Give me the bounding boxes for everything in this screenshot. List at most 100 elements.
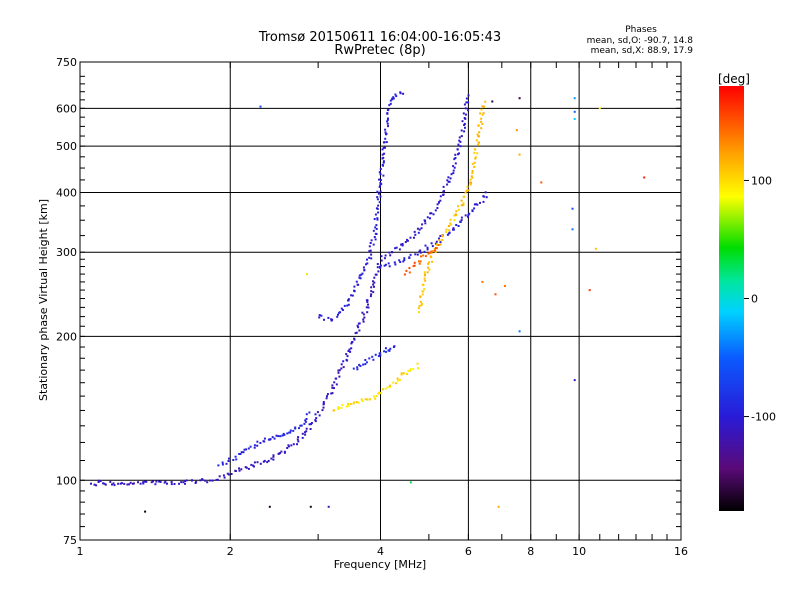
data-point xyxy=(375,395,378,398)
data-point xyxy=(232,459,235,461)
data-point xyxy=(441,235,444,238)
data-point xyxy=(356,324,359,327)
data-point xyxy=(340,307,343,310)
data-point xyxy=(420,227,423,230)
data-point xyxy=(374,232,377,235)
data-point xyxy=(292,429,295,432)
data-point xyxy=(466,185,469,188)
data-point xyxy=(90,482,92,485)
data-point xyxy=(338,369,341,372)
data-point xyxy=(380,183,383,185)
data-point xyxy=(377,270,380,273)
data-point xyxy=(464,126,466,129)
data-point xyxy=(382,161,385,164)
data-point xyxy=(423,271,426,274)
x-tick-label: 2 xyxy=(227,545,234,558)
data-point xyxy=(377,211,380,214)
data-point xyxy=(481,123,484,125)
data-point xyxy=(370,257,373,260)
data-point xyxy=(424,220,427,222)
data-point xyxy=(263,440,266,443)
data-point xyxy=(413,264,416,267)
data-point xyxy=(306,273,308,276)
data-point xyxy=(540,181,543,184)
data-point xyxy=(281,434,284,437)
data-point xyxy=(573,97,576,100)
data-point xyxy=(387,262,390,265)
data-point xyxy=(477,135,480,138)
data-point xyxy=(384,146,386,149)
data-point xyxy=(353,285,356,288)
data-point xyxy=(418,305,421,307)
data-point xyxy=(385,350,388,353)
data-point xyxy=(376,190,379,193)
data-point xyxy=(435,247,438,250)
data-point xyxy=(476,152,479,155)
data-point xyxy=(382,388,384,391)
data-point xyxy=(337,406,340,409)
data-point xyxy=(358,274,361,277)
data-point xyxy=(420,255,422,258)
data-point xyxy=(180,481,183,484)
data-point xyxy=(268,505,271,508)
data-point xyxy=(337,371,340,374)
data-point xyxy=(318,314,321,317)
data-point xyxy=(413,236,415,239)
data-point xyxy=(571,207,574,210)
data-point xyxy=(365,306,368,309)
data-point xyxy=(166,482,168,485)
data-point xyxy=(389,102,392,105)
data-point xyxy=(298,427,300,430)
data-point xyxy=(400,372,403,375)
data-point xyxy=(461,120,464,123)
data-point xyxy=(340,367,343,370)
data-point xyxy=(350,342,353,345)
data-point xyxy=(481,105,484,108)
data-point xyxy=(452,228,455,231)
data-point xyxy=(123,482,126,485)
data-point xyxy=(459,145,462,148)
data-point xyxy=(310,423,313,426)
data-point xyxy=(360,398,363,401)
data-point xyxy=(226,472,229,475)
data-point xyxy=(379,264,382,267)
y-tick-label: 500 xyxy=(56,140,77,153)
data-point xyxy=(392,97,395,100)
data-point xyxy=(372,358,375,361)
data-point xyxy=(245,466,248,469)
data-point xyxy=(453,214,456,217)
data-point xyxy=(446,183,449,186)
data-point xyxy=(206,481,209,484)
data-point xyxy=(362,363,365,366)
data-point xyxy=(242,451,245,454)
data-point xyxy=(476,133,479,136)
data-point xyxy=(352,402,355,405)
data-point xyxy=(218,475,221,478)
data-point xyxy=(384,131,387,134)
data-point xyxy=(421,223,424,226)
data-point xyxy=(482,200,485,203)
data-point xyxy=(355,401,358,404)
data-point xyxy=(280,450,283,453)
data-point xyxy=(345,353,348,356)
data-point xyxy=(373,276,376,279)
data-point xyxy=(428,251,431,254)
data-point xyxy=(362,320,365,323)
colorbar-tick-label: 0 xyxy=(751,293,758,306)
data-point xyxy=(333,409,336,412)
data-point xyxy=(93,483,96,486)
data-point xyxy=(412,265,415,268)
data-point xyxy=(401,243,404,245)
data-point xyxy=(185,479,188,482)
data-point xyxy=(139,482,142,485)
data-point xyxy=(286,447,289,449)
data-point xyxy=(325,397,328,400)
data-point xyxy=(346,355,349,358)
data-point xyxy=(475,203,478,206)
data-point xyxy=(437,244,440,246)
data-point xyxy=(272,455,275,458)
data-point xyxy=(477,143,479,146)
data-point xyxy=(416,227,419,230)
data-point xyxy=(471,170,474,173)
data-point xyxy=(364,398,367,401)
